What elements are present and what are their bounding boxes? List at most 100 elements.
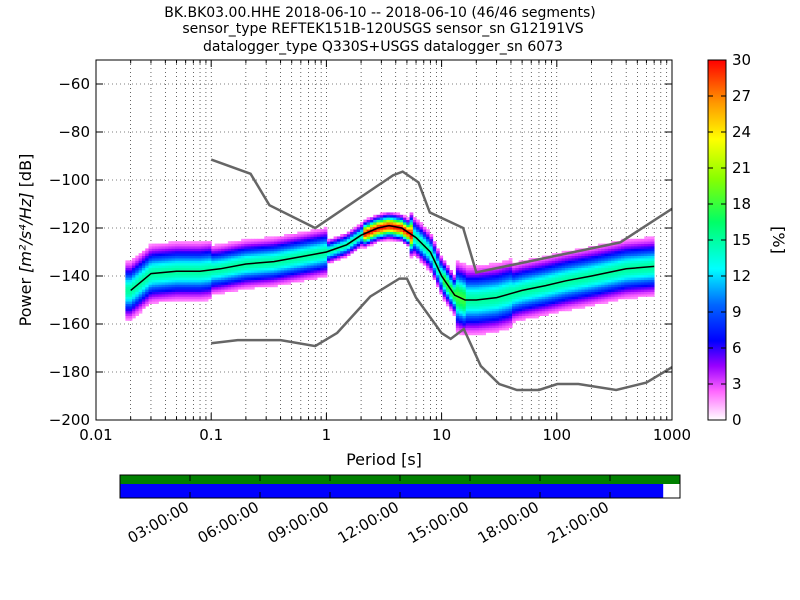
heatmap-cell [406,229,411,232]
heatmap-cell [326,246,331,249]
heatmap-cell [611,298,615,302]
heatmap-cell [254,279,258,283]
heatmap-cell [591,303,596,307]
heatmap-cell [171,289,176,292]
heatmap-cell [455,325,460,328]
heatmap-cell [627,250,632,254]
heatmap-cell [479,286,483,290]
heatmap-cell [412,253,417,256]
heatmap-cell [465,308,470,312]
heatmap-cell [297,231,301,235]
heatmap-cell [244,265,249,268]
heatmap-cell [244,279,249,283]
heatmap-cell [293,253,298,256]
heatmap-cell [323,274,328,278]
heatmap-cell [594,250,599,254]
heatmap-cell [495,289,500,292]
heatmap-cell [531,272,536,276]
heatmap-cell [558,308,563,312]
heatmap-cell [250,265,255,268]
x-axis-label: Period [s] [346,450,422,469]
heatmap-cell [376,236,381,240]
heatmap-cell [584,260,589,264]
heatmap-cell [640,248,645,252]
heatmap-cell [512,308,516,312]
heatmap-cell [568,301,572,304]
heatmap-cell [591,248,596,252]
heatmap-cell [277,238,282,242]
heatmap-cell [597,267,602,271]
heatmap-cell [135,272,140,276]
heatmap-cell [184,255,189,259]
heatmap-cell [581,296,586,300]
heatmap-cell [637,265,642,268]
heatmap-cell [472,284,477,288]
heatmap-cell [469,296,473,300]
heatmap-cell [208,258,212,261]
heatmap-cell [475,330,480,333]
heatmap-cell [479,310,483,314]
heatmap-cell [214,277,219,280]
x-tick-label: 0.01 [79,426,112,444]
heatmap-cell [584,301,589,304]
heatmap-cell [280,238,285,242]
heatmap-cell [356,224,361,228]
heatmap-cell [174,291,179,295]
heatmap-cell [260,248,265,252]
heatmap-cell [208,267,212,271]
heatmap-cell [611,294,615,297]
heatmap-cell [515,270,520,273]
heatmap-cell [313,265,318,268]
heatmap-cell [422,234,427,237]
heatmap-cell [644,294,648,297]
heatmap-cell [290,260,295,264]
heatmap-cell [488,284,493,288]
heatmap-cell [290,258,295,261]
heatmap-cell [548,267,553,271]
heatmap-cell [191,267,196,271]
heatmap-cell [135,262,140,266]
heatmap-cell [158,274,163,278]
heatmap-cell [508,274,513,278]
heatmap-cell [171,258,176,261]
heatmap-cell [644,270,648,273]
heatmap-cell [515,315,520,319]
heatmap-cell [141,253,146,256]
heatmap-cell [174,243,179,247]
heatmap-cell [584,277,589,280]
heatmap-cell [528,308,533,312]
colorbar-tick-label: 27 [732,87,751,105]
heatmap-cell [161,277,166,280]
colorbar-tick-label: 24 [732,123,751,141]
heatmap-cell [346,253,351,256]
heatmap-cell [250,270,255,273]
heatmap-cell [505,320,510,324]
heatmap-cell [198,262,202,266]
heatmap-cell [208,272,212,276]
heatmap-cell [267,274,272,278]
heatmap-cell [198,246,202,249]
heatmap-cell [541,272,546,276]
heatmap-cell [465,279,470,283]
heatmap-cell [264,274,268,278]
heatmap-cell [525,265,529,268]
heatmap-cell [584,267,589,271]
heatmap-cell [650,274,655,278]
heatmap-cell [614,286,619,290]
heatmap-cell [604,289,609,292]
heatmap-cell [379,217,384,220]
heatmap-cell [558,262,563,266]
heatmap-cell [631,265,635,268]
heatmap-cell [465,313,470,316]
heatmap-cell [644,258,648,261]
heatmap-cell [280,267,285,271]
heatmap-cell [607,291,612,295]
heatmap-cell [293,248,298,252]
heatmap-cell [287,274,292,278]
heatmap-cell [578,284,582,288]
heatmap-cell [465,289,470,292]
colorbar-tick-label: 15 [732,231,751,249]
heatmap-cell [531,267,536,271]
heatmap-cell [611,282,615,285]
